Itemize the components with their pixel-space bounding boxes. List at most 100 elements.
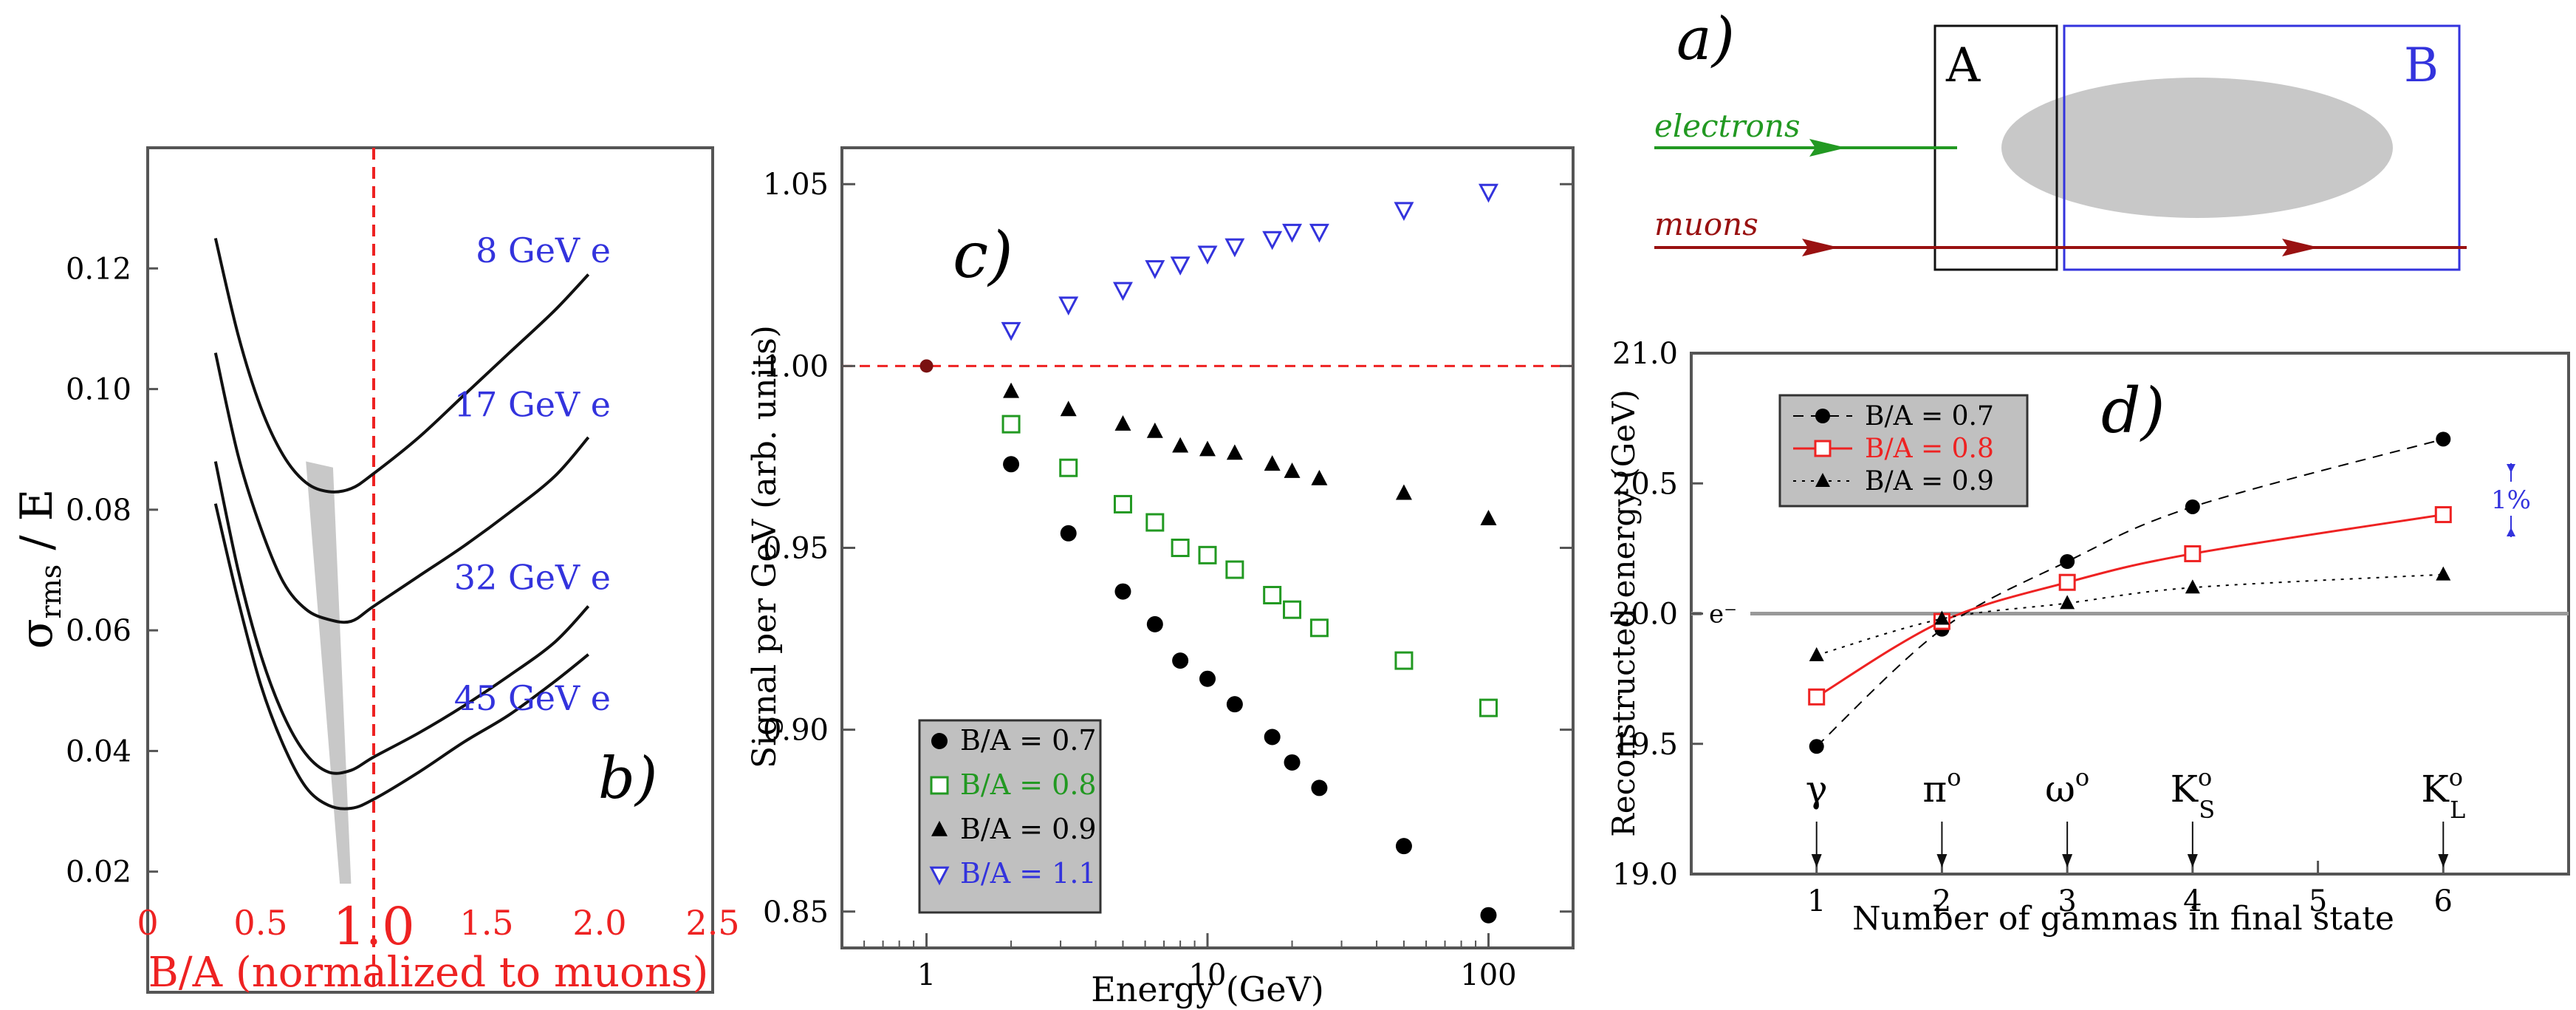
data-point bbox=[2185, 579, 2200, 594]
particle-symbol: π bbox=[1922, 768, 1947, 811]
data-point bbox=[1112, 281, 1133, 301]
panel-d-x-axis-label: Number of gammas in final state bbox=[1852, 900, 2394, 938]
particle-symbol: K bbox=[2421, 768, 2450, 811]
data-point bbox=[1479, 698, 1498, 717]
legend-marker bbox=[1815, 409, 1830, 423]
legend-entry: B/A = 1.1 bbox=[960, 857, 1097, 890]
one-percent-arrow-top-icon bbox=[2507, 464, 2515, 473]
x-tick-label: 1 bbox=[917, 958, 936, 992]
data-point bbox=[1395, 838, 1412, 855]
x-tick-label: 10 bbox=[1189, 958, 1227, 992]
particle-label: Ko L bbox=[2421, 763, 2465, 824]
y-tick-label: 1.05 bbox=[763, 168, 829, 202]
electron-arrow-icon bbox=[1809, 139, 1846, 157]
data-point bbox=[1311, 469, 1328, 485]
x-tick-label: 4 bbox=[2183, 884, 2202, 918]
data-point bbox=[2184, 545, 2202, 562]
x-tick-label: 0.5 bbox=[233, 903, 287, 943]
data-point bbox=[1060, 400, 1077, 417]
panel-c-y-axis-label: Signal per GeV (arb. units) bbox=[746, 325, 784, 768]
panel-b-x-ticks: 0 0.5 1.0 1.5 2.0 2.5 bbox=[137, 896, 739, 957]
y-tick-label: 0.02 bbox=[66, 856, 131, 890]
data-point bbox=[1172, 652, 1189, 669]
data-point bbox=[1284, 754, 1301, 771]
data-point bbox=[1283, 600, 1302, 619]
legend-entry: B/A = 0.8 bbox=[960, 768, 1097, 801]
particle-subscript: L bbox=[2450, 796, 2465, 824]
data-point bbox=[1058, 296, 1079, 315]
data-point bbox=[1172, 437, 1189, 453]
shower-ellipse bbox=[2001, 78, 2393, 218]
data-point bbox=[1309, 223, 1329, 243]
data-point bbox=[2434, 506, 2452, 524]
box-b-label: B bbox=[2404, 38, 2439, 93]
data-point bbox=[1262, 231, 1283, 250]
panel-d-series bbox=[1808, 431, 2452, 754]
panel-a-label: a) bbox=[1676, 4, 1735, 73]
data-point bbox=[1394, 202, 1414, 222]
particle-symbol: K bbox=[2171, 768, 2199, 811]
x-tick-label: 1.0 bbox=[332, 896, 414, 957]
data-point bbox=[1001, 414, 1021, 434]
x-tick-label: 0 bbox=[137, 903, 158, 943]
data-point bbox=[1478, 183, 1498, 203]
data-point bbox=[1934, 610, 1950, 625]
curve-label: 17 GeV e bbox=[454, 384, 611, 424]
muons-label: muons bbox=[1654, 206, 1758, 242]
data-point bbox=[1146, 422, 1163, 438]
legend-marker bbox=[1815, 473, 1830, 487]
x-tick-label: 5 bbox=[2309, 884, 2327, 918]
curve-17-gev-e bbox=[213, 352, 590, 624]
particle-arrow-icon bbox=[2438, 854, 2449, 867]
data-point bbox=[1282, 223, 1303, 243]
y-tick-label: 19.5 bbox=[1612, 728, 1678, 762]
panel-d-y-ticks: 19.0 19.5 20.0 20.5 21.0 bbox=[1612, 337, 1703, 892]
data-point bbox=[1480, 907, 1497, 924]
one-percent-label-bg bbox=[2495, 482, 2529, 516]
x-tick-label: 2.5 bbox=[685, 903, 739, 943]
x-tick-label: 2 bbox=[1933, 884, 1951, 918]
data-point bbox=[1224, 238, 1245, 258]
panel-b-y-label-tail: / E bbox=[11, 489, 63, 564]
y-tick-label: 1.00 bbox=[763, 349, 829, 383]
data-point bbox=[1113, 494, 1132, 513]
panel-b-y-label-main: σ bbox=[11, 618, 63, 649]
particle-superscript: o bbox=[2449, 763, 2463, 791]
series-line bbox=[1815, 513, 2444, 698]
y-tick-label: 0.06 bbox=[66, 614, 131, 648]
y-tick-label: 0.90 bbox=[763, 714, 829, 748]
panel-b-y-axis-label: σrms / E bbox=[11, 489, 67, 649]
electrons-label: electrons bbox=[1654, 108, 1801, 144]
legend-entry: B/A = 0.9 bbox=[1865, 466, 1994, 497]
panel-b-y-ticks: 0.02 0.04 0.06 0.08 0.10 0.12 bbox=[66, 252, 158, 890]
legend-marker bbox=[931, 733, 948, 749]
y-tick-label: 20.5 bbox=[1612, 467, 1678, 501]
panel-d-particle-labels: γ πo ωo Ko S Ko L bbox=[1806, 763, 2465, 867]
curve-8-gev-e bbox=[213, 238, 590, 494]
particle-superscript: o bbox=[2198, 763, 2212, 791]
panel-c-legend-box bbox=[918, 719, 1102, 914]
muon-arrow-icon-2 bbox=[2282, 239, 2319, 256]
particle-superscript: o bbox=[1947, 763, 1961, 791]
data-point bbox=[1480, 510, 1497, 525]
particle-subscript: S bbox=[2199, 796, 2215, 824]
curve-32-gev-e bbox=[213, 461, 590, 775]
data-point bbox=[1226, 696, 1243, 713]
panel-c-x-ticks: 1 10 100 bbox=[863, 933, 1574, 992]
legend-entry: B/A = 0.7 bbox=[960, 724, 1097, 757]
data-point bbox=[1001, 321, 1021, 341]
x-tick-label: 2.0 bbox=[572, 903, 626, 943]
panel-c-legend: B/A = 0.7 B/A = 0.8 B/A = 0.9 B/A = 1.1 bbox=[918, 719, 1102, 914]
data-point bbox=[1170, 256, 1191, 276]
y-tick-label: 0.12 bbox=[66, 252, 131, 286]
legend-entry: B/A = 0.9 bbox=[960, 813, 1097, 845]
data-point bbox=[2436, 566, 2451, 581]
legend-marker bbox=[1814, 440, 1832, 457]
particle-arrow-icon bbox=[2062, 854, 2073, 867]
particle-symbol: ω bbox=[2045, 768, 2075, 811]
data-point bbox=[1198, 545, 1217, 564]
one-percent-arrow-bottom-icon bbox=[2507, 528, 2515, 536]
one-percent-scale: 1% bbox=[2491, 463, 2531, 537]
data-point bbox=[1809, 739, 1824, 754]
